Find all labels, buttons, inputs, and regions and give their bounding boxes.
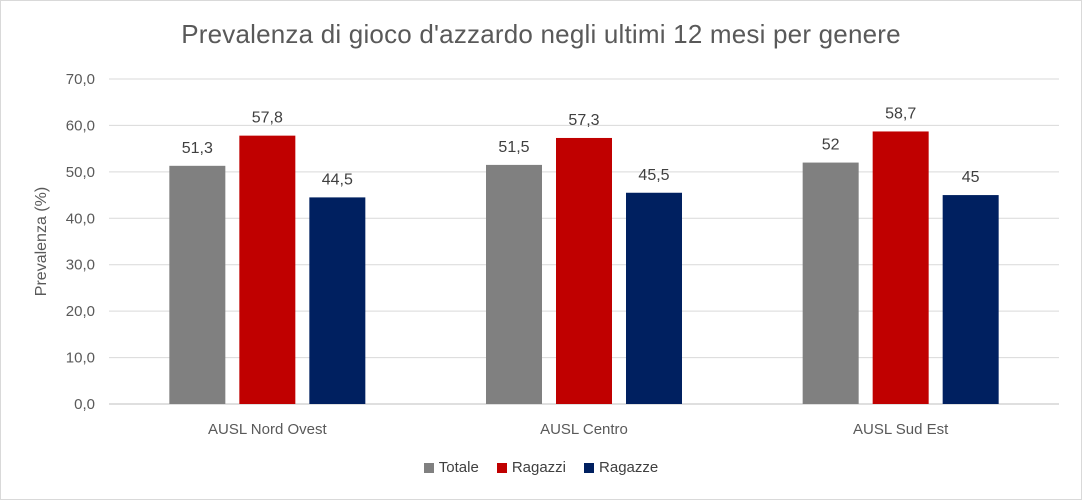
legend-swatch — [584, 462, 595, 473]
bar-ragazzi — [556, 137, 612, 404]
data-label: 52 — [822, 137, 840, 154]
y-tick-label: 60,0 — [66, 117, 95, 134]
y-tick-label: 20,0 — [66, 303, 95, 320]
bar-totale — [486, 164, 542, 404]
y-tick-label: 30,0 — [66, 257, 95, 274]
x-category-label: AUSL Sud Est — [853, 421, 949, 438]
bar-ragazze — [309, 197, 366, 404]
data-label: 51,3 — [182, 140, 213, 157]
bar-totale — [802, 162, 859, 404]
data-label: 58,7 — [885, 105, 916, 122]
legend-label: Ragazze — [599, 459, 659, 476]
legend-item-totale: Totale — [423, 459, 479, 476]
y-tick-label: 70,0 — [66, 71, 95, 88]
bar-ragazzi — [239, 135, 296, 404]
data-label: 45,5 — [638, 167, 669, 184]
x-category-label: AUSL Centro — [540, 421, 628, 438]
legend-swatch — [496, 462, 507, 473]
legend-label: Totale — [438, 459, 479, 476]
legend-item-ragazze: Ragazze — [584, 459, 658, 476]
y-tick-label: 10,0 — [66, 350, 95, 367]
bar-ragazze — [942, 195, 999, 404]
data-label: 51,5 — [498, 139, 529, 156]
chart-title: Prevalenza di gioco d'azzardo negli ulti… — [181, 19, 901, 49]
y-axis-title: Prevalenza (%) — [33, 187, 50, 296]
bar-totale — [169, 165, 226, 404]
chart-legend: Totale Ragazzi Ragazze — [1, 459, 1081, 476]
bar-ragazzi — [872, 131, 929, 404]
data-label: 57,8 — [252, 110, 283, 127]
x-category-label: AUSL Nord Ovest — [208, 421, 327, 438]
y-tick-label: 0,0 — [74, 396, 95, 413]
legend-label: Ragazzi — [511, 459, 567, 476]
data-label: 57,3 — [568, 112, 599, 129]
data-label: 44,5 — [322, 171, 353, 188]
bar-ragazze — [626, 192, 682, 404]
legend-item-ragazzi: Ragazzi — [496, 459, 567, 476]
legend-swatch — [423, 462, 434, 473]
y-tick-label: 40,0 — [66, 210, 95, 227]
data-label: 45 — [962, 169, 980, 186]
y-tick-label: 50,0 — [66, 164, 95, 181]
